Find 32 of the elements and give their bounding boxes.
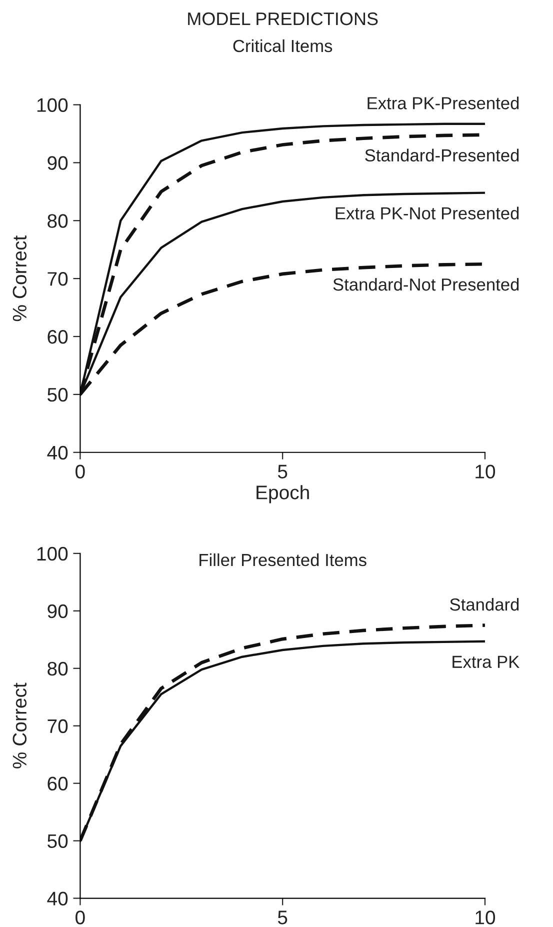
y-tick-label: 80 bbox=[48, 662, 68, 676]
chart-title: MODEL PREDICTIONS bbox=[188, 12, 378, 26]
y-tick-label: 50 bbox=[48, 388, 68, 402]
x-tick-label: 5 bbox=[278, 464, 288, 478]
y-tick-label: 90 bbox=[48, 156, 68, 170]
y-tick-label: 100 bbox=[37, 98, 68, 112]
series-label: Extra PK-Not Presented bbox=[336, 206, 519, 220]
y-axis-title: % Correct bbox=[12, 682, 27, 768]
y-tick-label: 60 bbox=[48, 330, 68, 344]
chart-subtitle: Critical Items bbox=[233, 39, 332, 52]
x-tick-label: 5 bbox=[278, 910, 288, 924]
y-tick-label: 70 bbox=[48, 272, 68, 286]
y-tick-label: 40 bbox=[47, 892, 68, 906]
series-label: Extra PK bbox=[452, 656, 520, 668]
y-tick-label: 60 bbox=[48, 776, 68, 791]
series-label: Standard-Not Presented bbox=[333, 278, 519, 291]
y-tick-label: 100 bbox=[37, 546, 68, 561]
x-axis-title: Epoch bbox=[256, 485, 309, 504]
x-tick-label: 10 bbox=[476, 910, 496, 924]
y-tick-label: 80 bbox=[48, 214, 68, 228]
series-label: Extra PK-Presented bbox=[368, 96, 519, 110]
x-tick-label: 0 bbox=[76, 464, 85, 478]
y-tick-label: 50 bbox=[48, 834, 68, 848]
chart-title: Filler Presented Items bbox=[200, 553, 366, 566]
x-tick-label: 0 bbox=[76, 910, 85, 924]
y-tick-label: 70 bbox=[48, 719, 68, 734]
y-tick-label: 40 bbox=[47, 446, 68, 460]
series-label: Standard bbox=[450, 598, 519, 611]
x-tick-label: 10 bbox=[476, 464, 496, 478]
series-label: Standard-Presented bbox=[365, 148, 519, 162]
y-axis-title: % Correct bbox=[12, 235, 27, 322]
y-tick-label: 90 bbox=[48, 604, 68, 618]
